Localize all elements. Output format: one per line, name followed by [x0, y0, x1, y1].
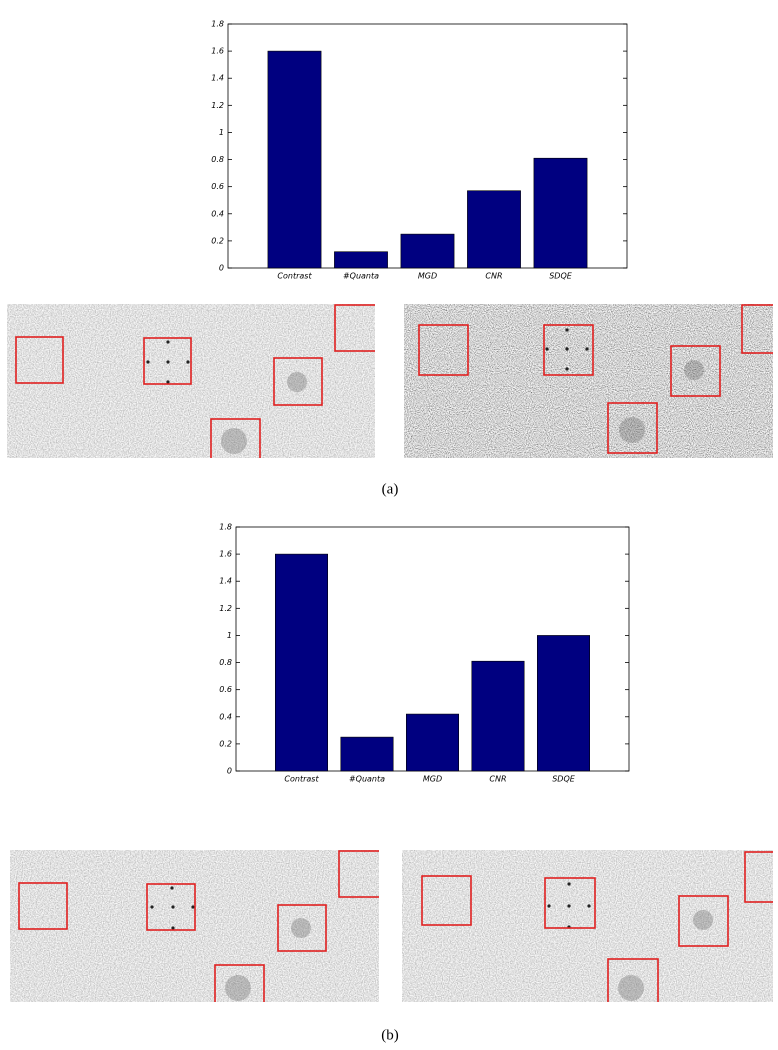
noise-image [7, 304, 375, 458]
y-tick-label: 1.8 [219, 523, 232, 532]
lesion [287, 372, 307, 392]
bar [533, 157, 588, 269]
x-tick-label: CNR [489, 775, 506, 784]
y-tick-label: 1.6 [219, 550, 232, 559]
calcification [170, 886, 174, 890]
x-tick-label: #Quanta [349, 775, 385, 784]
x-tick-label: SDQE [549, 272, 573, 281]
calcification [166, 360, 170, 364]
noise-texture [404, 304, 773, 458]
roi-box [143, 337, 192, 385]
calcification [166, 380, 170, 384]
y-tick-label: 0.2 [219, 739, 232, 748]
calcification [567, 882, 571, 886]
calcification [565, 347, 569, 351]
y-tick-label: 1.8 [211, 20, 224, 29]
x-tick-label: #Quanta [343, 272, 379, 281]
y-tick-label: 1.2 [211, 101, 224, 110]
bar [340, 736, 394, 772]
noise-texture [402, 850, 773, 1002]
roi-box [15, 336, 64, 384]
bar [405, 713, 459, 772]
y-tick-label: 1.6 [211, 47, 224, 56]
calcification [166, 340, 170, 344]
roi-box [338, 850, 379, 898]
x-tick-label: MGD [423, 775, 442, 784]
lesion [221, 428, 247, 454]
calcification [191, 905, 195, 909]
y-tick-label: 1 [227, 631, 232, 640]
calcification [565, 328, 569, 332]
y-tick-label: 1.4 [219, 577, 232, 586]
noise-image [10, 850, 379, 1002]
y-tick-label: 1.2 [219, 604, 232, 613]
lesion [618, 975, 644, 1001]
calcification [567, 904, 571, 908]
roi-box [741, 304, 773, 354]
x-tick-label: Contrast [277, 272, 312, 281]
x-tick-label: Contrast [284, 775, 319, 784]
y-tick-label: 0.4 [211, 209, 224, 218]
calcification [585, 347, 589, 351]
calcification [545, 347, 549, 351]
bar [536, 635, 590, 772]
caption: (b) [381, 1027, 399, 1043]
roi-box [744, 851, 773, 903]
x-tick-label: CNR [485, 272, 502, 281]
roi-box [334, 304, 375, 352]
roi-box [18, 882, 68, 930]
calcification [171, 926, 175, 930]
noise-image [404, 304, 773, 458]
calcification [587, 904, 591, 908]
bar [400, 233, 455, 269]
bar [267, 50, 322, 269]
lesion [291, 918, 311, 938]
roi-box [421, 875, 472, 926]
roi-box [543, 324, 594, 376]
y-tick-label: 0.8 [219, 658, 232, 667]
caption: (a) [382, 481, 399, 497]
calcification [547, 904, 551, 908]
roi-box [544, 877, 596, 929]
roi-box [678, 895, 729, 947]
lesion [693, 910, 713, 930]
roi-box [418, 324, 469, 376]
lesion [225, 975, 251, 1001]
y-tick-label: 0.2 [211, 236, 224, 245]
calcification [171, 905, 175, 909]
y-tick-label: 0.6 [219, 685, 232, 694]
roi-box [146, 883, 196, 931]
roi-box [607, 958, 659, 1002]
y-tick-label: 0.4 [219, 712, 232, 721]
roi-box [210, 418, 261, 458]
y-tick-label: 0.8 [211, 155, 224, 164]
calcification [186, 360, 190, 364]
y-tick-label: 0.6 [211, 182, 224, 191]
lesion [619, 417, 645, 443]
calcification [565, 367, 569, 371]
lesion [684, 360, 704, 380]
y-tick-label: 0 [219, 264, 224, 273]
calcification [146, 360, 150, 364]
y-tick-label: 0 [227, 767, 232, 776]
roi-box [273, 357, 323, 406]
noise-image [402, 850, 773, 1002]
bar [471, 660, 525, 772]
y-tick-label: 1 [219, 128, 224, 137]
x-tick-label: MGD [418, 272, 437, 281]
y-tick-label: 1.4 [211, 74, 224, 83]
roi-box [214, 964, 265, 1002]
calcification [150, 905, 154, 909]
roi-box [607, 402, 658, 454]
bar [334, 251, 388, 269]
roi-box [670, 345, 721, 397]
x-tick-label: SDQE [552, 775, 576, 784]
bar [274, 553, 328, 772]
bar [467, 190, 521, 269]
roi-box [277, 904, 327, 952]
